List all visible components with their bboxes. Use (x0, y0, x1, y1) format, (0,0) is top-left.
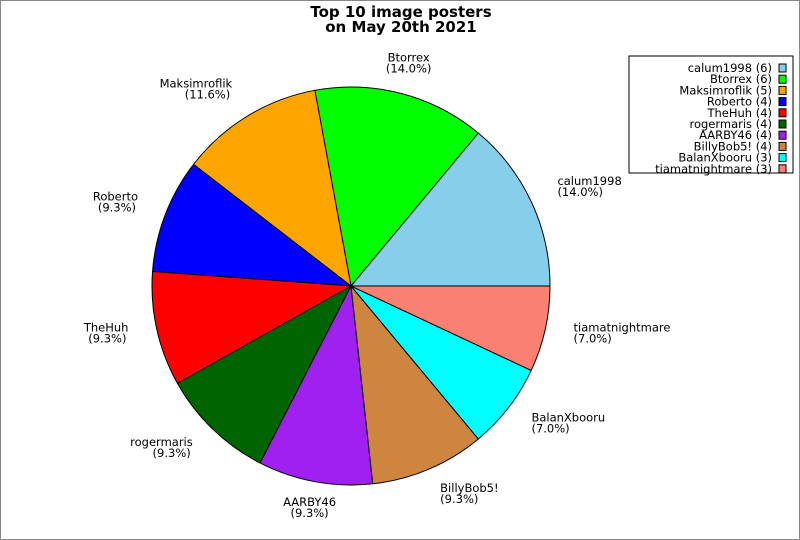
slice-label: BalanXbooru (531, 410, 605, 424)
legend-swatch (778, 74, 787, 84)
pie-slice-BillyBob5! (350, 284, 479, 485)
legend-box (628, 55, 794, 174)
pie-slice-TheHuh (151, 270, 353, 385)
chart-title-line-1: Top 10 image posters (310, 3, 491, 21)
legend-entry-label: Roberto (4) (707, 95, 772, 109)
legend-swatch (778, 108, 787, 118)
slice-label: TheHuh (83, 321, 129, 335)
legend-entry-label: Maksimroflik (5) (679, 83, 772, 97)
slice-percent-label: (14.0%) (386, 61, 432, 75)
legend-swatch (778, 153, 787, 163)
pie-slice-Maksimroflik (192, 89, 352, 288)
chart-title-line-2: on May 20th 2021 (325, 18, 477, 36)
slice-label: BillyBob5! (440, 481, 498, 495)
legend-swatch (778, 130, 787, 140)
legend-entry-label: AARBY46 (4) (699, 128, 772, 142)
slice-percent-label: (14.0%) (557, 185, 603, 199)
slice-label: rogermaris (130, 435, 193, 449)
legend-entry-label: calum1998 (6) (688, 61, 772, 75)
pie-slice-calum1998 (349, 132, 551, 287)
pie-slice-Roberto (151, 163, 353, 287)
legend-swatch (778, 97, 787, 107)
slice-label: Maksimroflik (160, 76, 233, 90)
slice-percent-label: (9.3%) (290, 506, 328, 520)
slice-label: Btorrex (388, 50, 430, 64)
legend-entry-label: Btorrex (6) (710, 72, 772, 86)
slice-label: Roberto (93, 190, 138, 204)
slice-percent-label: (11.6%) (185, 87, 231, 101)
legend-swatch (778, 164, 787, 174)
slice-percent-label: (9.3%) (440, 492, 478, 506)
pie-slice-rogermaris (176, 284, 353, 464)
slice-label: calum1998 (557, 174, 621, 188)
pie-slice-tiamatnightmare (350, 285, 551, 372)
slice-percent-label: (7.0%) (531, 421, 569, 435)
slice-label: tiamatnightmare (574, 321, 671, 335)
legend-entry-label: TheHuh (4) (706, 106, 772, 120)
legend-swatch (778, 85, 787, 95)
legend-swatch (778, 119, 787, 129)
pie-slice-Btorrex (314, 86, 479, 288)
legend-entry-label: rogermaris (4) (689, 117, 772, 131)
legend-entry-label: BillyBob5! (4) (694, 139, 772, 153)
legend: calum1998 (6)Btorrex (6)Maksimroflik (5)… (628, 55, 794, 176)
legend-swatch (778, 141, 787, 151)
legend-swatch (778, 63, 787, 73)
legend-entry-label: BalanXbooru (3) (678, 151, 772, 165)
slice-percent-label: (9.3%) (98, 201, 136, 215)
slice-percent-label: (9.3%) (88, 332, 126, 346)
slice-percent-label: (9.3%) (153, 446, 191, 460)
slice-percent-label: (7.0%) (574, 332, 612, 346)
legend-entry-label: tiamatnightmare (3) (655, 162, 772, 176)
slice-label: AARBY46 (283, 495, 336, 509)
pie-slice-AARBY46 (259, 284, 374, 486)
